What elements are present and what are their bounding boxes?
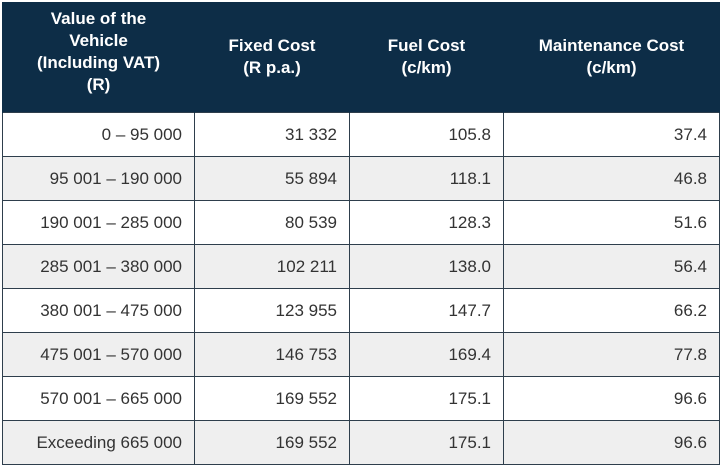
header-vehicle-value: Value of the Vehicle (Including VAT) (R) — [2, 2, 195, 113]
cell-maintenance-cost: 56.4 — [503, 244, 720, 289]
header-line: (c/km) — [586, 58, 637, 77]
header-row: Value of the Vehicle (Including VAT) (R)… — [2, 2, 720, 113]
cell-vehicle-value: 570 001 – 665 000 — [2, 376, 195, 421]
table-row: Exceeding 665 000 169 552 175.1 96.6 — [2, 420, 720, 465]
cell-maintenance-cost: 37.4 — [503, 112, 720, 157]
cell-vehicle-value: Exceeding 665 000 — [2, 420, 195, 465]
header-line: Vehicle — [69, 31, 128, 50]
cell-vehicle-value: 475 001 – 570 000 — [2, 332, 195, 377]
cell-vehicle-value: 285 001 – 380 000 — [2, 244, 195, 289]
header-line: Maintenance Cost — [538, 36, 685, 55]
cell-fixed-cost: 169 552 — [194, 376, 350, 421]
cell-fuel-cost: 175.1 — [349, 376, 504, 421]
cell-maintenance-cost: 77.8 — [503, 332, 720, 377]
cell-fuel-cost: 118.1 — [349, 156, 504, 201]
header-line: (R p.a.) — [243, 58, 301, 77]
cell-maintenance-cost: 51.6 — [503, 200, 720, 245]
cell-fuel-cost: 138.0 — [349, 244, 504, 289]
cell-maintenance-cost: 96.6 — [503, 420, 720, 465]
cell-vehicle-value: 0 – 95 000 — [2, 112, 195, 157]
table-row: 95 001 – 190 000 55 894 118.1 46.8 — [2, 156, 720, 201]
cell-fixed-cost: 80 539 — [194, 200, 350, 245]
cell-fuel-cost: 105.8 — [349, 112, 504, 157]
table-row: 0 – 95 000 31 332 105.8 37.4 — [2, 112, 720, 157]
cell-fixed-cost: 31 332 — [194, 112, 350, 157]
cell-maintenance-cost: 66.2 — [503, 288, 720, 333]
cell-fixed-cost: 169 552 — [194, 420, 350, 465]
cell-maintenance-cost: 46.8 — [503, 156, 720, 201]
cell-fuel-cost: 175.1 — [349, 420, 504, 465]
cell-vehicle-value: 380 001 – 475 000 — [2, 288, 195, 333]
header-fixed-cost: Fixed Cost (R p.a.) — [194, 2, 350, 113]
cell-fuel-cost: 169.4 — [349, 332, 504, 377]
cell-vehicle-value: 95 001 – 190 000 — [2, 156, 195, 201]
header-line: (Including VAT) — [36, 53, 161, 72]
header-line: Value of the — [50, 9, 147, 28]
header-line: Fixed Cost — [228, 36, 316, 55]
cell-vehicle-value: 190 001 – 285 000 — [2, 200, 195, 245]
header-line: (R) — [86, 75, 111, 94]
cell-fuel-cost: 128.3 — [349, 200, 504, 245]
header-line: Fuel Cost — [387, 36, 466, 55]
table-row: 190 001 – 285 000 80 539 128.3 51.6 — [2, 200, 720, 245]
cell-fixed-cost: 102 211 — [194, 244, 350, 289]
table-row: 285 001 – 380 000 102 211 138.0 56.4 — [2, 244, 720, 289]
cell-maintenance-cost: 96.6 — [503, 376, 720, 421]
header-maintenance-cost: Maintenance Cost (c/km) — [503, 2, 720, 113]
table-row: 475 001 – 570 000 146 753 169.4 77.8 — [2, 332, 720, 377]
header-fuel-cost: Fuel Cost (c/km) — [349, 2, 504, 113]
cell-fixed-cost: 146 753 — [194, 332, 350, 377]
header-line: (c/km) — [401, 58, 452, 77]
table-row: 570 001 – 665 000 169 552 175.1 96.6 — [2, 376, 720, 421]
cell-fixed-cost: 55 894 — [194, 156, 350, 201]
table-row: 380 001 – 475 000 123 955 147.7 66.2 — [2, 288, 720, 333]
cell-fuel-cost: 147.7 — [349, 288, 504, 333]
cell-fixed-cost: 123 955 — [194, 288, 350, 333]
